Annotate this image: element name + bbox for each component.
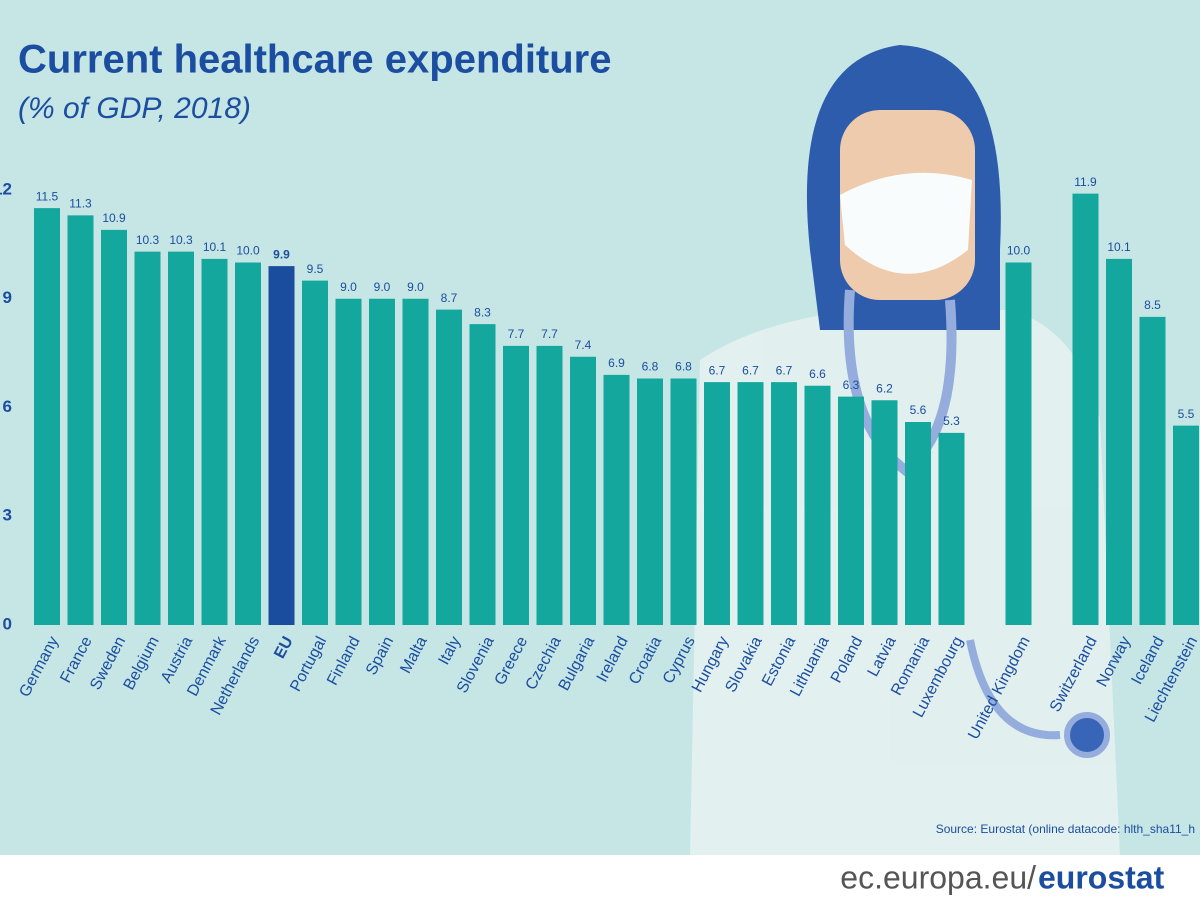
bar bbox=[804, 385, 831, 625]
value-label: 6.7 bbox=[709, 363, 726, 377]
y-tick-label: 3 bbox=[3, 506, 12, 525]
value-label: 6.7 bbox=[742, 363, 759, 377]
value-label: 11.5 bbox=[36, 189, 59, 203]
bar bbox=[871, 400, 898, 625]
value-label: 10.3 bbox=[136, 233, 160, 247]
bar bbox=[905, 422, 931, 625]
value-label: 11.9 bbox=[1074, 175, 1097, 189]
bar bbox=[235, 262, 261, 625]
bar bbox=[1072, 193, 1099, 625]
value-label: 6.3 bbox=[843, 378, 860, 392]
footer-band bbox=[0, 855, 1200, 900]
source-note: Source: Eurostat (online datacode: hlth_… bbox=[936, 822, 1195, 836]
bar bbox=[34, 208, 60, 625]
value-label: 6.8 bbox=[675, 360, 692, 374]
value-label: 5.3 bbox=[943, 414, 960, 428]
value-label: 7.7 bbox=[541, 327, 558, 341]
value-label: 6.2 bbox=[876, 381, 893, 395]
value-label: 6.9 bbox=[608, 356, 625, 370]
value-label: 8.5 bbox=[1144, 298, 1161, 312]
bar bbox=[603, 374, 630, 625]
value-label: 5.6 bbox=[910, 403, 927, 417]
y-tick-label: 0 bbox=[3, 614, 12, 633]
value-label: 9.0 bbox=[407, 280, 424, 294]
value-label: 10.1 bbox=[1107, 240, 1131, 254]
bar bbox=[1173, 425, 1199, 625]
bar bbox=[469, 324, 496, 625]
y-tick-label: 12 bbox=[0, 179, 12, 198]
y-tick-label: 6 bbox=[3, 397, 12, 416]
value-label: 5.5 bbox=[1178, 407, 1195, 421]
value-label: 7.7 bbox=[508, 327, 525, 341]
bar bbox=[436, 309, 462, 625]
bar bbox=[737, 382, 764, 625]
bar bbox=[536, 345, 563, 625]
bar bbox=[1139, 316, 1166, 625]
value-label: 11.3 bbox=[69, 197, 92, 211]
value-label: 10.0 bbox=[236, 244, 260, 258]
bar bbox=[402, 298, 429, 625]
value-label: 6.7 bbox=[776, 363, 793, 377]
value-label: 8.7 bbox=[441, 291, 458, 305]
footer-brand: eurostat bbox=[1038, 859, 1165, 895]
bar bbox=[101, 229, 127, 625]
value-label: 7.4 bbox=[575, 338, 592, 352]
bar bbox=[302, 280, 328, 625]
value-label: 10.1 bbox=[203, 240, 227, 254]
value-label: 6.8 bbox=[642, 360, 659, 374]
value-label: 9.5 bbox=[307, 262, 324, 276]
bar bbox=[670, 378, 697, 625]
bar bbox=[335, 298, 362, 625]
bar bbox=[938, 432, 965, 625]
bar bbox=[168, 251, 194, 625]
value-label: 9.0 bbox=[374, 280, 391, 294]
value-label: 10.0 bbox=[1007, 244, 1031, 258]
bar bbox=[369, 298, 395, 625]
bar bbox=[1106, 258, 1132, 625]
bar bbox=[1005, 262, 1032, 625]
chart-subtitle: (% of GDP, 2018) bbox=[18, 92, 251, 125]
bar bbox=[637, 378, 663, 625]
footer-site: ec.europa.eu/ bbox=[840, 859, 1036, 895]
bar bbox=[268, 266, 295, 625]
bar bbox=[67, 215, 94, 625]
value-label: 9.0 bbox=[340, 280, 357, 294]
chart-title: Current healthcare expenditure bbox=[18, 38, 612, 82]
value-label: 6.6 bbox=[809, 367, 826, 381]
bar bbox=[704, 382, 730, 625]
bar bbox=[201, 258, 228, 625]
bar bbox=[570, 356, 596, 625]
value-label: 10.9 bbox=[102, 211, 126, 225]
bar bbox=[503, 345, 529, 625]
value-label: 8.3 bbox=[474, 305, 491, 319]
value-label: 10.3 bbox=[169, 233, 193, 247]
y-tick-label: 9 bbox=[3, 288, 12, 307]
bar bbox=[771, 382, 797, 625]
bar bbox=[838, 396, 864, 625]
value-label: 9.9 bbox=[273, 247, 290, 261]
bar bbox=[134, 251, 161, 625]
